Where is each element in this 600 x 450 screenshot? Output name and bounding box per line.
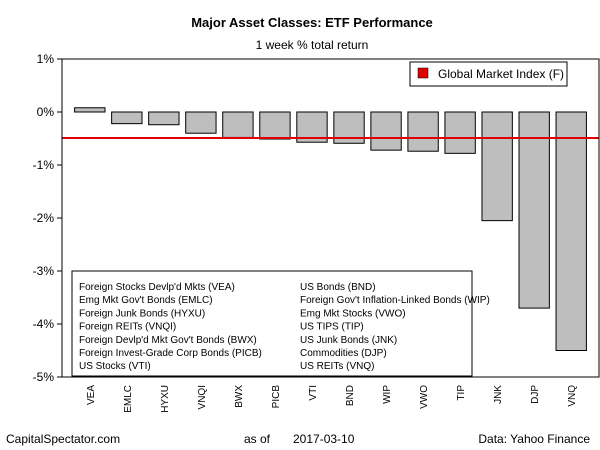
y-axis: 1% 0% -1% -2% -3% -4% -5%: [33, 52, 62, 384]
x-tick-label: DJP: [530, 385, 541, 404]
ticker-key-entry: Foreign Devlp'd Mkt Gov't Bonds (BWX): [79, 335, 257, 346]
bar-picb: [260, 112, 290, 139]
ticker-key-entry: Foreign Gov't Inflation-Linked Bonds (WI…: [300, 295, 490, 306]
x-tick-label: VWO: [419, 385, 430, 409]
ticker-key-entry: Emg Mkt Gov't Bonds (EMLC): [79, 295, 213, 306]
x-tick-label: VTI: [308, 385, 319, 401]
x-tick-label: BND: [345, 385, 356, 406]
x-tick-label: PICB: [271, 385, 282, 409]
x-tick-label: EMLC: [123, 385, 134, 413]
bar-vwo: [408, 112, 438, 151]
ticker-key-entry: Commodities (DJP): [300, 348, 387, 359]
legend: Global Market Index (F): [410, 62, 567, 86]
ticker-key-entry: Foreign Stocks Devlp'd Mkts (VEA): [79, 282, 235, 293]
chart-title: Major Asset Classes: ETF Performance: [191, 15, 433, 30]
ticker-key-entry: Foreign Invest-Grade Corp Bonds (PICB): [79, 348, 262, 359]
ticker-key-entry: Foreign Junk Bonds (HYXU): [79, 308, 205, 319]
x-tick-label: BWX: [234, 385, 245, 408]
x-tick-label: VNQ: [567, 385, 578, 407]
bar-djp: [519, 112, 549, 308]
x-tick-label: VEA: [86, 385, 97, 405]
legend-swatch: [418, 68, 428, 78]
y-tick-label: 1%: [37, 52, 55, 66]
footer-source-left: CapitalSpectator.com: [6, 432, 120, 446]
bar-tip: [445, 112, 475, 153]
x-tick-label: HYXU: [160, 385, 171, 413]
legend-label: Global Market Index (F): [438, 67, 564, 81]
chart-subtitle: 1 week % total return: [256, 38, 369, 52]
x-tick-label: WIP: [382, 385, 393, 404]
ticker-key-entry: Emg Mkt Stocks (VWO): [300, 308, 406, 319]
footer-source-right: Data: Yahoo Finance: [478, 432, 590, 446]
y-tick-label: -4%: [33, 317, 55, 331]
x-axis-labels: VEA EMLC HYXU VNQI BWX PICB VTI BND WIP VWO TIP JNK…: [86, 385, 578, 413]
bar-jnk: [482, 112, 512, 221]
bar-wip: [371, 112, 401, 150]
bar-bwx: [223, 112, 253, 137]
bar-hyxu: [149, 112, 179, 125]
y-tick-label: -2%: [33, 211, 55, 225]
y-tick-label: -5%: [33, 370, 55, 384]
x-tick-label: TIP: [456, 385, 467, 401]
x-tick-label: VNQI: [197, 385, 208, 409]
chart-canvas: Major Asset Classes: ETF Performance 1 w…: [0, 0, 600, 450]
ticker-key-entry: US Bonds (BND): [300, 282, 376, 293]
bar-emlc: [112, 112, 142, 124]
y-tick-label: -1%: [33, 158, 55, 172]
bar-vnqi: [186, 112, 216, 133]
ticker-key-entry: Foreign REITs (VNQI): [79, 322, 176, 333]
footer-as-of-label: as of: [244, 432, 271, 446]
ticker-key-entry: US Junk Bonds (JNK): [300, 335, 397, 346]
ticker-key-entry: US REITs (VNQ): [300, 361, 374, 372]
bar-vnq: [556, 112, 586, 351]
y-tick-label: -3%: [33, 264, 55, 278]
ticker-key-entry: US TIPS (TIP): [300, 322, 364, 333]
x-tick-label: JNK: [493, 385, 504, 404]
footer-date: 2017-03-10: [293, 432, 355, 446]
ticker-key-entry: US Stocks (VTI): [79, 361, 151, 372]
ticker-key: Foreign Stocks Devlp'd Mkts (VEA) Emg Mkt…: [72, 271, 490, 376]
bar-vea: [75, 108, 105, 112]
y-tick-label: 0%: [37, 105, 55, 119]
